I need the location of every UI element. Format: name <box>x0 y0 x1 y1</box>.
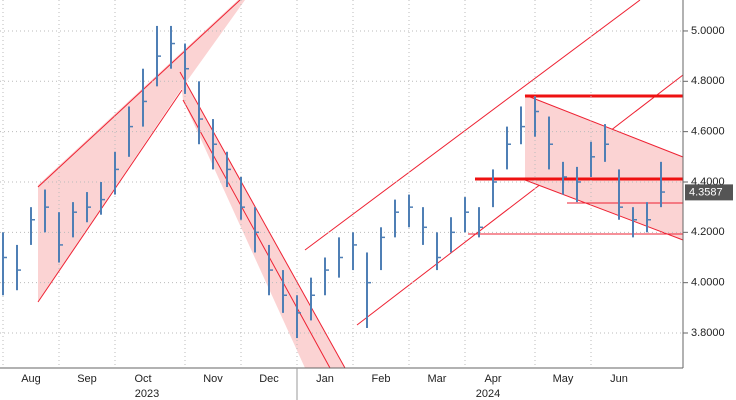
y-tick-label: 4.8000 <box>691 75 725 87</box>
last-price-box <box>685 184 733 201</box>
trend-line <box>37 0 241 188</box>
x-tick-label: Sep <box>77 373 97 385</box>
x-tick-label: Aug <box>21 373 41 385</box>
x-tick-label: May <box>553 373 574 385</box>
last-price-label: 4.3587 <box>689 186 723 198</box>
y-tick-label: 5.0000 <box>691 25 725 37</box>
y-tick-label: 3.8000 <box>691 327 725 339</box>
trend-line <box>179 71 346 369</box>
trend-line <box>524 179 684 241</box>
x-tick-label: Feb <box>372 373 391 385</box>
x-tick-label: Jan <box>316 373 334 385</box>
y-tick-label: 4.6000 <box>691 126 725 138</box>
x-tick-label: Oct <box>134 373 151 385</box>
x-tick-label: Nov <box>203 373 223 385</box>
x-tick-label: Dec <box>259 373 279 385</box>
year-label: 2023 <box>135 388 159 400</box>
x-tick-label: Apr <box>484 373 501 385</box>
trend-line <box>304 0 641 251</box>
year-label: 2024 <box>476 388 500 400</box>
y-tick-label: 4.0000 <box>691 277 725 289</box>
x-tick-label: Mar <box>428 373 447 385</box>
y-tick-label: 4.2000 <box>691 226 725 238</box>
x-tick-label: Jun <box>610 373 628 385</box>
trend-line <box>37 89 183 303</box>
annotations <box>37 0 684 369</box>
channel-fill <box>38 0 245 302</box>
trend-line <box>356 74 684 326</box>
trend-line <box>182 99 331 369</box>
